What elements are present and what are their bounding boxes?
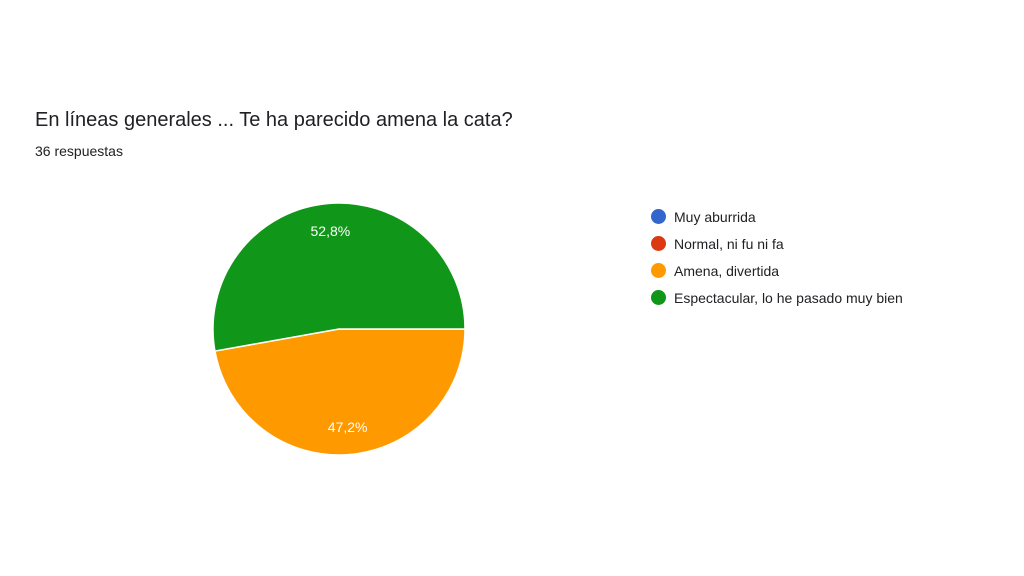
legend-label: Amena, divertida [674,262,780,279]
legend-item[interactable]: Normal, ni fu ni fa [651,230,903,257]
legend-color-dot [651,263,666,278]
legend-label: Normal, ni fu ni fa [674,235,784,252]
legend-color-dot [651,209,666,224]
legend-item[interactable]: Amena, divertida [651,257,903,284]
legend-item[interactable]: Muy aburrida [651,203,903,230]
chart-title: En líneas generales ... Te ha parecido a… [35,109,513,131]
slice-percent-label: 52,8% [311,223,351,239]
legend-color-dot [651,236,666,251]
pie-slice-4[interactable] [212,202,466,352]
legend-item[interactable]: Espectacular, lo he pasado muy bien [651,284,903,311]
chart-legend: Muy aburrida Normal, ni fu ni fa Amena, di… [651,203,903,311]
legend-color-dot [651,290,666,305]
legend-label: Muy aburrida [674,208,756,225]
slice-percent-label: 47,2% [328,419,368,435]
pie-slice-3[interactable] [214,328,466,456]
legend-label: Espectacular, lo he pasado muy bien [674,289,903,306]
response-count: 36 respuestas [35,143,123,159]
